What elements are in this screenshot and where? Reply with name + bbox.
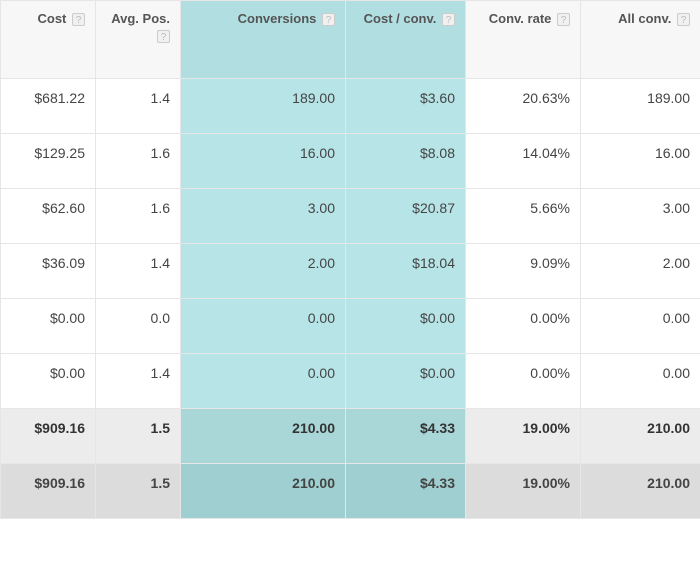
- cell: 0.00%: [466, 299, 581, 354]
- cell: $20.87: [346, 189, 466, 244]
- cell: 2.00: [581, 244, 700, 299]
- cell: 210.00: [581, 464, 700, 519]
- col-header-label: Cost: [37, 11, 66, 26]
- table-total-row: $909.161.5210.00$4.3319.00%210.00: [1, 409, 700, 464]
- cell: 16.00: [181, 134, 346, 189]
- col-header-label: Conversions: [238, 11, 317, 26]
- table-body: $681.221.4189.00$3.6020.63%189.00$129.25…: [1, 79, 700, 519]
- table-row: $129.251.616.00$8.0814.04%16.00: [1, 134, 700, 189]
- cell: 3.00: [181, 189, 346, 244]
- table-total-row: $909.161.5210.00$4.3319.00%210.00: [1, 464, 700, 519]
- cell: $909.16: [1, 464, 96, 519]
- col-header-conv-rate[interactable]: Conv. rate ?: [466, 1, 581, 79]
- cell: $0.00: [346, 354, 466, 409]
- cell: $18.04: [346, 244, 466, 299]
- cell: 9.09%: [466, 244, 581, 299]
- help-icon[interactable]: ?: [157, 30, 170, 43]
- cell: $3.60: [346, 79, 466, 134]
- cell: 1.5: [96, 409, 181, 464]
- metrics-table: Cost ? Avg. Pos. ? Conversions ? Cost / …: [0, 0, 700, 519]
- col-header-label: All conv.: [618, 11, 671, 26]
- col-header-all-conv[interactable]: All conv. ?: [581, 1, 700, 79]
- cell: 2.00: [181, 244, 346, 299]
- cell: 1.4: [96, 79, 181, 134]
- col-header-avg-pos[interactable]: Avg. Pos. ?: [96, 1, 181, 79]
- cell: $681.22: [1, 79, 96, 134]
- cell: 0.0: [96, 299, 181, 354]
- cell: 19.00%: [466, 409, 581, 464]
- cell: $4.33: [346, 464, 466, 519]
- cell: 20.63%: [466, 79, 581, 134]
- cell: 5.66%: [466, 189, 581, 244]
- cell: 1.4: [96, 244, 181, 299]
- cell: 0.00: [181, 354, 346, 409]
- cell: 3.00: [581, 189, 700, 244]
- cell: 0.00: [581, 299, 700, 354]
- help-icon[interactable]: ?: [72, 13, 85, 26]
- cell: 0.00: [181, 299, 346, 354]
- cell: $0.00: [346, 299, 466, 354]
- col-header-cost[interactable]: Cost ?: [1, 1, 96, 79]
- help-icon[interactable]: ?: [322, 13, 335, 26]
- cell: $4.33: [346, 409, 466, 464]
- cell: $0.00: [1, 354, 96, 409]
- table-row: $681.221.4189.00$3.6020.63%189.00: [1, 79, 700, 134]
- cell: 189.00: [181, 79, 346, 134]
- col-header-label: Avg. Pos.: [111, 11, 170, 26]
- cell: 16.00: [581, 134, 700, 189]
- table-row: $0.000.00.00$0.000.00%0.00: [1, 299, 700, 354]
- cell: 1.4: [96, 354, 181, 409]
- help-icon[interactable]: ?: [557, 13, 570, 26]
- col-header-label: Conv. rate: [489, 11, 552, 26]
- cell: $8.08: [346, 134, 466, 189]
- cell: 1.6: [96, 189, 181, 244]
- cell: 189.00: [581, 79, 700, 134]
- help-icon[interactable]: ?: [442, 13, 455, 26]
- col-header-conversions[interactable]: Conversions ?: [181, 1, 346, 79]
- cell: $62.60: [1, 189, 96, 244]
- table-row: $62.601.63.00$20.875.66%3.00: [1, 189, 700, 244]
- cell: 14.04%: [466, 134, 581, 189]
- cell: 210.00: [181, 409, 346, 464]
- cell: 0.00: [581, 354, 700, 409]
- col-header-label: Cost / conv.: [364, 11, 437, 26]
- table-row: $0.001.40.00$0.000.00%0.00: [1, 354, 700, 409]
- table-header: Cost ? Avg. Pos. ? Conversions ? Cost / …: [1, 1, 700, 79]
- cell: $0.00: [1, 299, 96, 354]
- help-icon[interactable]: ?: [677, 13, 690, 26]
- cell: $129.25: [1, 134, 96, 189]
- cell: $36.09: [1, 244, 96, 299]
- table-row: $36.091.42.00$18.049.09%2.00: [1, 244, 700, 299]
- cell: 19.00%: [466, 464, 581, 519]
- cell: 1.6: [96, 134, 181, 189]
- cell: 0.00%: [466, 354, 581, 409]
- col-header-cost-per-conv[interactable]: Cost / conv. ?: [346, 1, 466, 79]
- cell: 210.00: [181, 464, 346, 519]
- cell: 1.5: [96, 464, 181, 519]
- cell: 210.00: [581, 409, 700, 464]
- cell: $909.16: [1, 409, 96, 464]
